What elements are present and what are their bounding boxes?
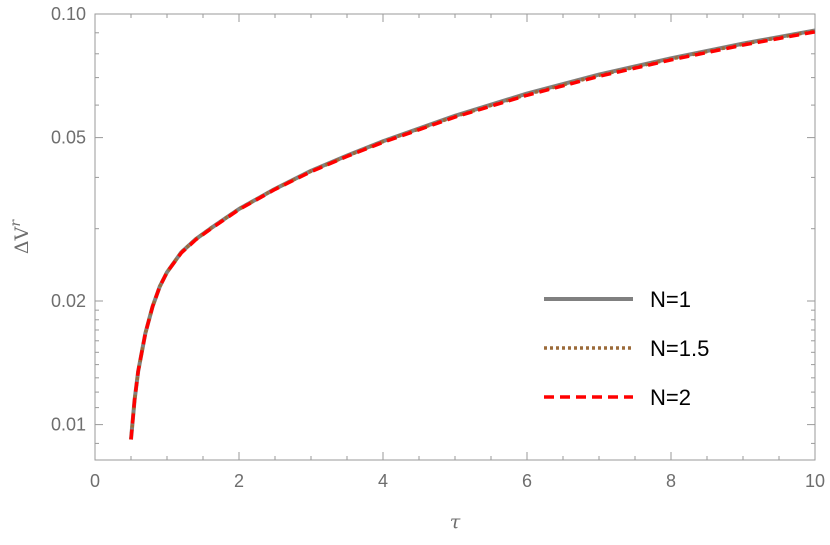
legend: N=1 N=1.5 N=2 [544,287,709,410]
y-tick-label: 0.02 [51,291,86,311]
y-tick-label: 0.05 [51,128,86,148]
axis-ticks: 0 2 4 6 8 10 0.01 0.02 0.05 0.10 [51,4,825,491]
y-tick-label: 0.10 [51,4,86,24]
legend-label: N=1.5 [650,336,709,361]
x-tick-label: 0 [90,471,100,491]
series-line-N=1.5 [129,29,816,440]
y-tick-label: 0.01 [51,415,86,435]
series-line-N=1 [129,28,816,440]
x-tick-label: 2 [234,471,244,491]
x-tick-label: 8 [666,471,676,491]
x-axis-label: τ [450,511,461,533]
y-axis-label-base: ΔV [11,226,33,254]
y-axis-label: ΔVr [8,219,33,254]
series-line-N=2 [129,30,816,440]
legend-label: N=2 [650,385,691,410]
x-tick-label: 10 [805,471,825,491]
y-axis-label-superscript: r [8,219,24,227]
series-layer [129,28,816,440]
plot-frame [94,13,816,461]
x-tick-label: 6 [522,471,532,491]
legend-label: N=1 [650,287,691,312]
x-tick-label: 4 [378,471,388,491]
